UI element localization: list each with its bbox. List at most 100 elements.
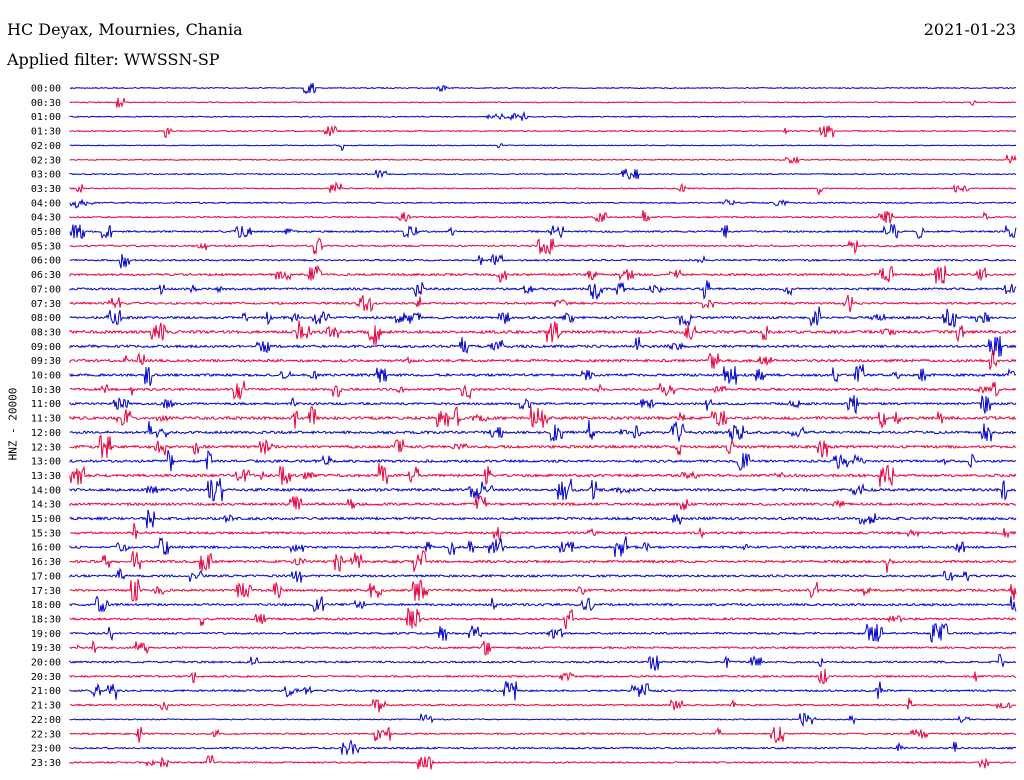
time-label: 11:00 xyxy=(31,399,61,410)
seismic-trace xyxy=(69,681,1017,701)
time-label: 02:00 xyxy=(31,141,61,152)
seismic-trace xyxy=(69,380,1017,400)
time-label: 09:30 xyxy=(31,356,61,367)
seismic-trace xyxy=(69,223,1017,240)
seismic-trace xyxy=(69,350,1017,370)
seismic-trace xyxy=(69,739,1017,755)
seismic-trace xyxy=(69,549,1017,573)
time-label: 20:30 xyxy=(31,672,61,683)
seismic-trace xyxy=(69,306,1017,328)
seismic-trace xyxy=(69,463,1017,488)
seismic-trace xyxy=(69,522,1017,543)
time-label: 13:00 xyxy=(31,457,61,468)
time-label: 21:30 xyxy=(31,701,61,712)
seismic-trace xyxy=(69,110,1017,122)
seismic-trace xyxy=(69,82,1016,95)
time-label: 07:30 xyxy=(31,299,61,310)
time-label: 07:00 xyxy=(31,284,61,295)
time-label: 23:00 xyxy=(31,744,61,755)
time-label: 01:30 xyxy=(31,127,61,138)
seismic-trace xyxy=(69,434,1017,458)
seismic-trace xyxy=(69,237,1017,256)
time-label: 17:30 xyxy=(31,586,61,597)
seismic-trace xyxy=(69,449,1016,472)
time-label: 11:30 xyxy=(31,414,61,425)
time-label: 09:00 xyxy=(31,342,61,353)
seismic-trace xyxy=(69,653,1017,671)
time-label: 22:00 xyxy=(31,715,61,726)
time-label: 12:00 xyxy=(31,428,61,439)
time-label: 04:30 xyxy=(31,213,61,224)
time-label: 03:00 xyxy=(31,170,61,181)
seismic-trace xyxy=(69,154,1017,165)
time-label: 10:00 xyxy=(31,371,61,382)
seismic-trace xyxy=(69,125,1017,139)
seismic-trace xyxy=(69,405,1017,429)
time-label: 15:30 xyxy=(31,528,61,539)
filter-label: Applied filter: WWSSN-SP xyxy=(7,50,220,69)
seismic-trace xyxy=(69,336,1017,357)
time-label: 10:30 xyxy=(31,385,61,396)
time-label: 04:00 xyxy=(31,198,61,209)
seismic-trace xyxy=(69,697,1017,713)
time-label: 08:00 xyxy=(31,313,61,324)
time-label: 16:30 xyxy=(31,557,61,568)
seismic-trace xyxy=(69,567,1017,583)
seismic-trace xyxy=(69,394,1017,415)
time-label: 19:00 xyxy=(31,629,61,640)
seismic-trace xyxy=(69,264,1017,284)
seismic-trace xyxy=(69,253,1017,269)
seismic-trace xyxy=(69,668,1017,685)
station-title: HC Deyax, Mournies, Chania xyxy=(7,20,243,39)
seismic-trace xyxy=(69,623,1017,643)
seismic-trace xyxy=(69,168,1017,180)
seismic-trace xyxy=(69,578,1017,602)
seismic-trace xyxy=(69,495,1017,511)
seismic-trace xyxy=(69,143,1017,152)
time-label: 17:00 xyxy=(31,571,61,582)
time-label: 22:30 xyxy=(31,729,61,740)
time-label: 00:00 xyxy=(31,84,61,95)
seismic-trace xyxy=(69,210,1017,224)
time-label: 18:00 xyxy=(31,600,61,611)
date-label: 2021-01-23 xyxy=(923,20,1016,39)
seismic-trace xyxy=(69,420,1017,442)
time-label: 19:30 xyxy=(31,643,61,654)
time-label: 03:30 xyxy=(31,184,61,195)
time-label: 06:00 xyxy=(31,256,61,267)
time-label: 02:30 xyxy=(31,155,61,166)
time-label: 08:30 xyxy=(31,327,61,338)
seismic-trace xyxy=(69,364,1017,386)
seismic-trace xyxy=(69,280,1017,300)
seismic-trace xyxy=(69,478,1017,502)
seismic-trace xyxy=(69,712,1017,728)
time-label: 01:00 xyxy=(31,112,61,123)
time-label: 13:30 xyxy=(31,471,61,482)
time-label: 16:00 xyxy=(31,543,61,554)
time-label: 14:00 xyxy=(31,485,61,496)
seismic-trace xyxy=(69,97,1017,108)
seismic-trace xyxy=(69,754,1017,770)
time-label: 15:00 xyxy=(31,514,61,525)
time-label: 06:30 xyxy=(31,270,61,281)
time-label: 12:30 xyxy=(31,442,61,453)
seismic-trace xyxy=(69,181,1017,196)
seismic-trace xyxy=(69,199,1017,209)
seismic-trace xyxy=(69,509,1017,529)
seismic-trace xyxy=(69,320,1017,345)
seismic-trace xyxy=(69,294,1017,313)
time-label: 18:30 xyxy=(31,614,61,625)
seismic-trace xyxy=(69,607,1017,630)
seismic-trace xyxy=(69,536,1017,557)
time-label: 23:30 xyxy=(31,758,61,769)
time-label: 21:00 xyxy=(31,686,61,697)
time-label: 20:00 xyxy=(31,658,61,669)
time-label: 14:30 xyxy=(31,500,61,511)
seismic-trace xyxy=(69,639,1017,656)
time-label: 00:30 xyxy=(31,98,61,109)
seismic-trace xyxy=(69,726,1017,744)
time-label: 05:30 xyxy=(31,241,61,252)
seismic-trace xyxy=(69,595,1017,613)
time-label: 05:00 xyxy=(31,227,61,238)
